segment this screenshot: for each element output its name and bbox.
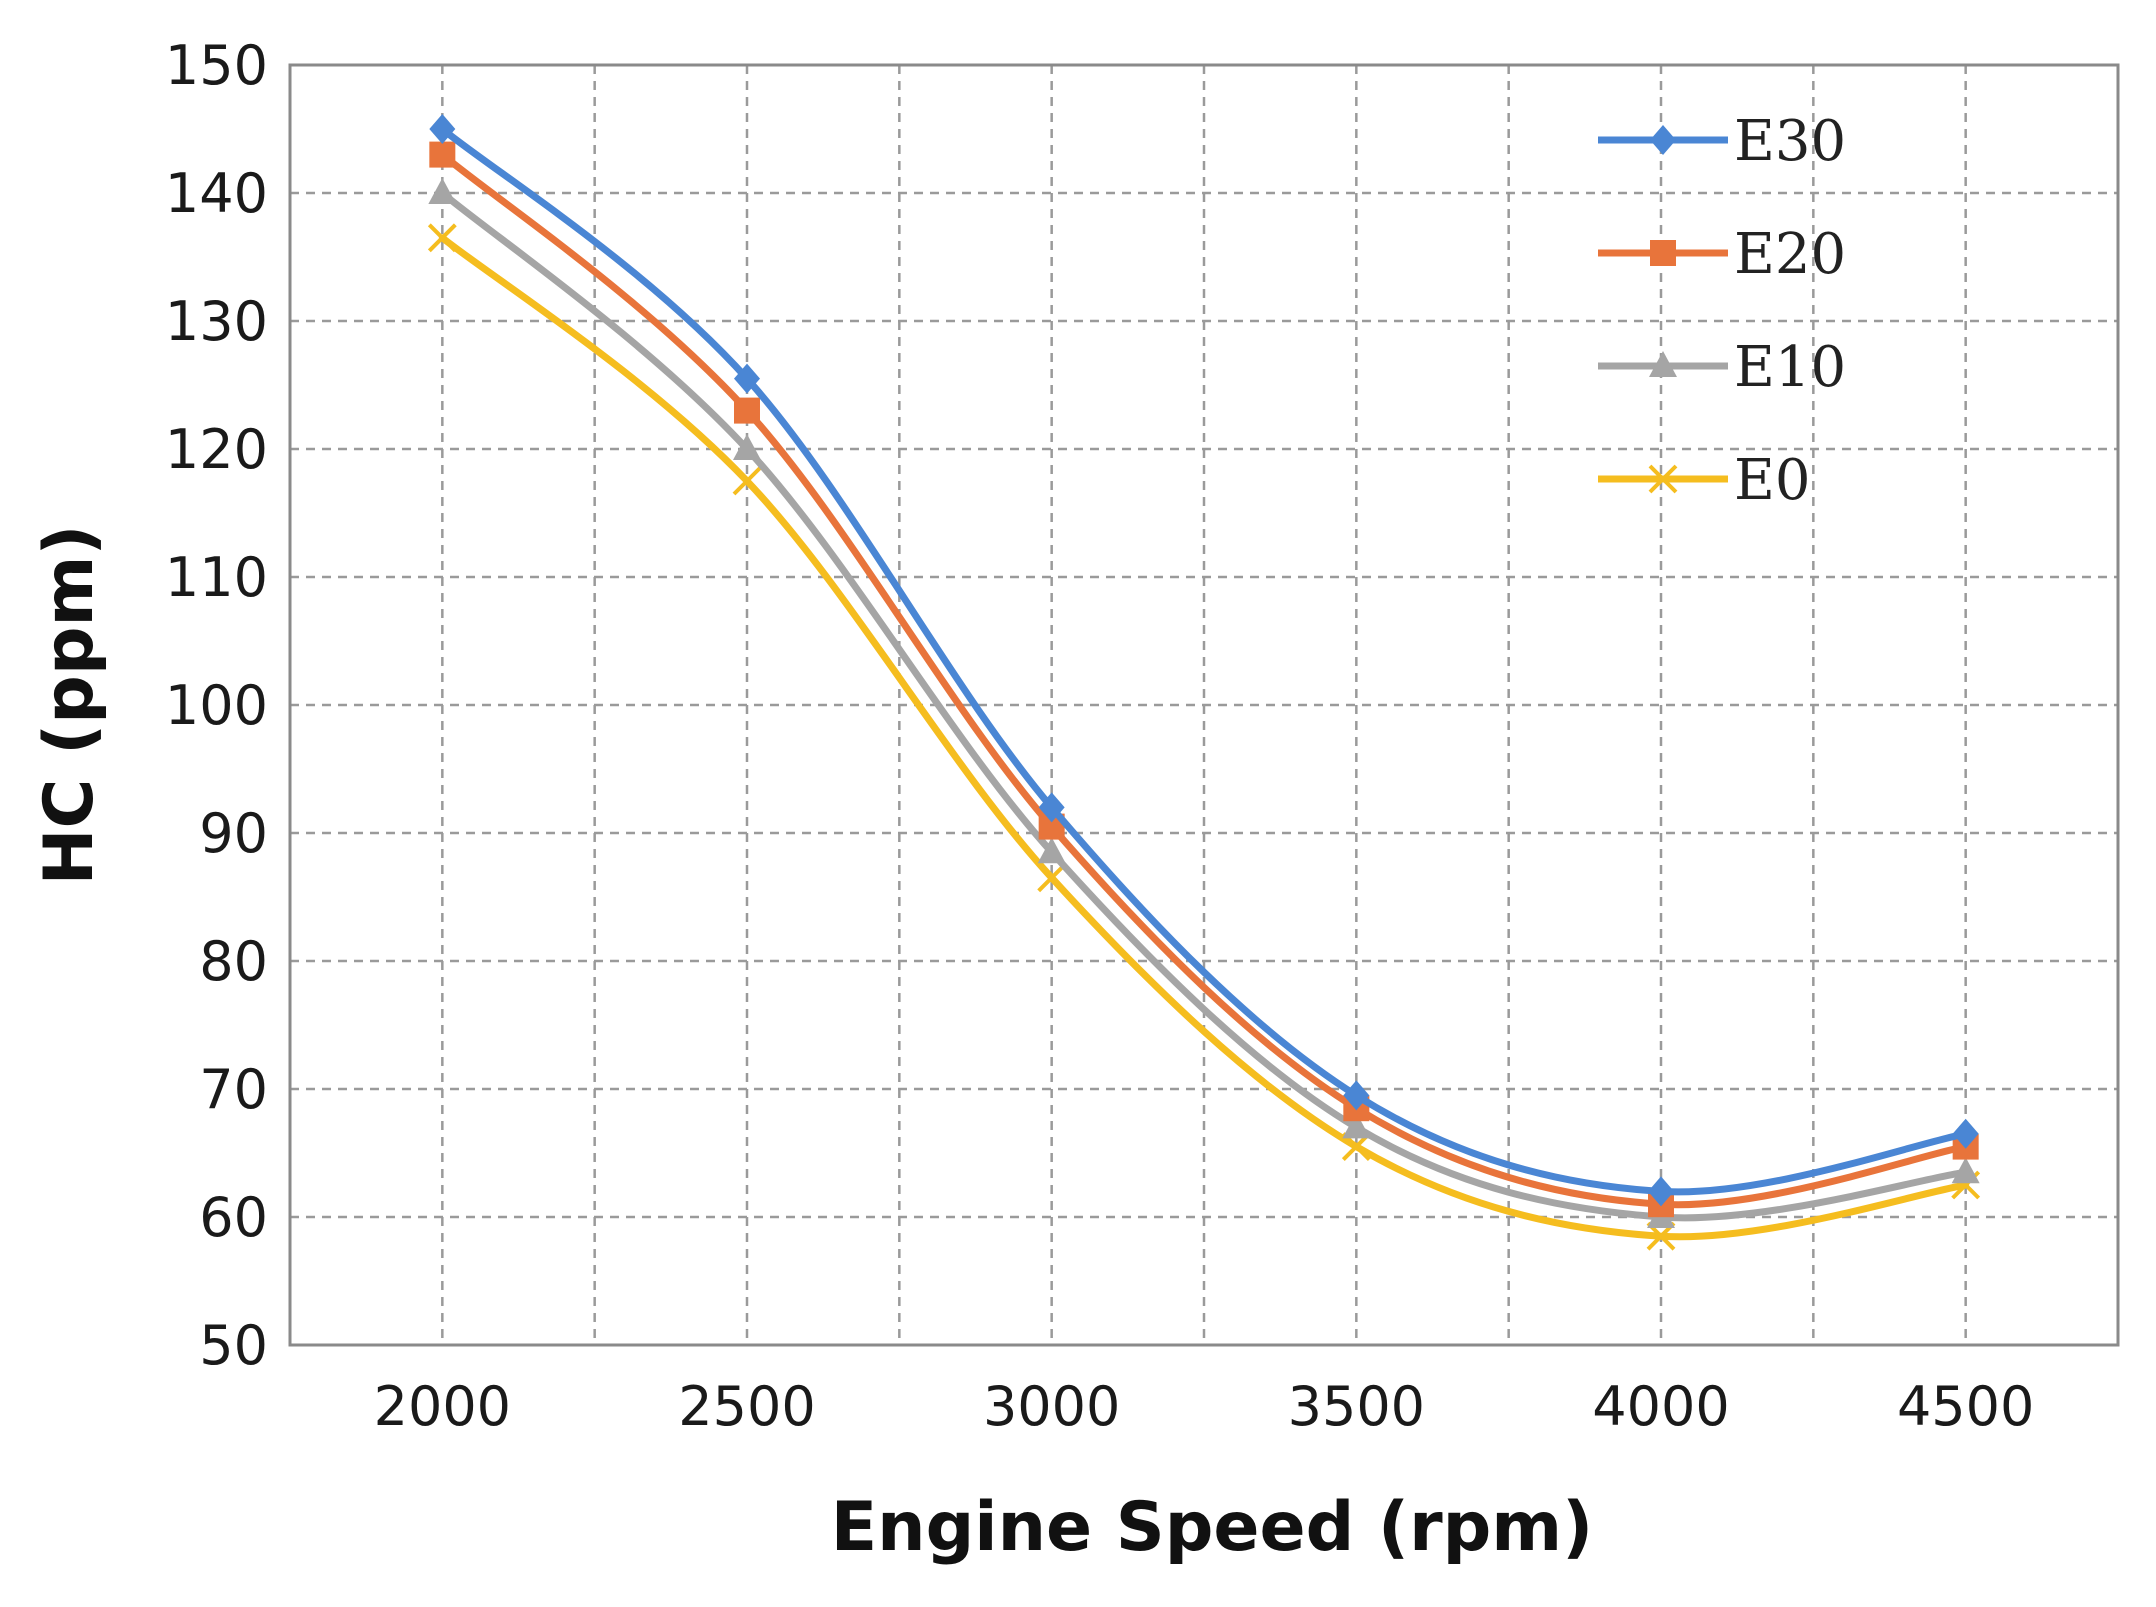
x-tick-label: 2000 <box>374 1375 511 1438</box>
series-lines <box>427 114 1981 1251</box>
data-point <box>1951 1157 1980 1184</box>
data-point <box>429 114 456 144</box>
x-tick-label: 4000 <box>1592 1375 1729 1438</box>
x-tick-label: 4500 <box>1897 1375 2034 1438</box>
y-tick-label: 60 <box>199 1186 268 1249</box>
data-point <box>429 141 456 168</box>
legend-label: E10 <box>1734 335 1846 400</box>
legend-item-e0: E0 <box>1598 448 1811 513</box>
legend-label: E30 <box>1734 109 1846 174</box>
y-tick-label: 100 <box>165 674 268 737</box>
series-e10 <box>428 178 1980 1228</box>
legend-item-e20: E20 <box>1598 222 1846 287</box>
data-point <box>428 178 457 204</box>
x-tick-label: 3500 <box>1288 1375 1425 1438</box>
data-point <box>1037 837 1066 864</box>
data-point <box>1037 863 1067 893</box>
y-tick-label: 150 <box>165 34 268 97</box>
plot-area-frame <box>288 63 2120 1347</box>
legend-marker <box>1650 125 1676 155</box>
y-tick-label: 90 <box>199 802 268 865</box>
data-point <box>732 466 762 496</box>
y-tick-label: 70 <box>199 1058 268 1121</box>
legend-marker <box>1648 464 1678 494</box>
data-point <box>734 397 760 424</box>
y-tick-label: 140 <box>165 162 268 225</box>
data-point <box>1342 1112 1371 1139</box>
data-point <box>734 363 760 394</box>
grid-lines <box>290 65 2118 1345</box>
y-tick-label: 120 <box>165 418 268 481</box>
data-point <box>1038 792 1065 823</box>
x-tick-label: 2500 <box>678 1375 815 1438</box>
y-axis-title: HC (ppm) <box>30 525 109 886</box>
legend-item-e10: E10 <box>1598 335 1846 400</box>
data-point <box>1952 1118 1979 1149</box>
x-tick-label: 3000 <box>983 1375 1120 1438</box>
legend-marker <box>1650 240 1676 266</box>
y-tick-label: 130 <box>165 290 268 353</box>
data-point <box>1648 1176 1674 1207</box>
y-tick-label: 110 <box>165 546 268 609</box>
y-tick-label: 80 <box>199 930 268 993</box>
legend-item-e30: E30 <box>1598 109 1846 174</box>
legend-marker <box>1649 351 1677 377</box>
x-axis-ticks: 2000 2500 3000 3500 4000 4500 <box>374 1375 2035 1438</box>
legend-label: E0 <box>1734 448 1811 513</box>
data-point <box>427 223 457 253</box>
legend: E30 E20 E10 E0 <box>1598 109 1846 513</box>
y-axis-ticks: 50 60 70 80 90 100 110 120 130 140 150 <box>165 34 268 1377</box>
x-axis-title: Engine Speed (rpm) <box>831 1488 1594 1567</box>
series-e30 <box>429 114 1979 1207</box>
data-point <box>733 434 761 460</box>
data-point <box>1343 1080 1370 1111</box>
legend-label: E20 <box>1734 222 1846 287</box>
series-line <box>438 234 1970 1241</box>
y-tick-label: 50 <box>199 1314 268 1377</box>
series-line <box>438 189 1970 1222</box>
